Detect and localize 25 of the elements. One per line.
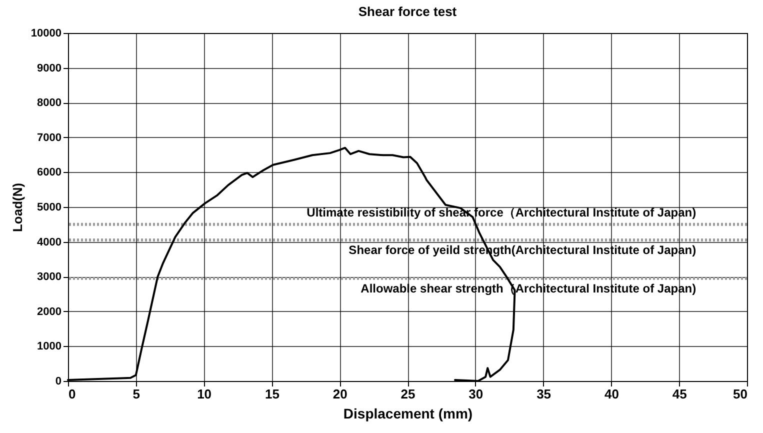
y-tick-label: 5000 xyxy=(37,202,62,214)
y-tick-label: 6000 xyxy=(37,166,62,179)
y-tick-label: 2000 xyxy=(37,306,62,318)
y-tick-label: 1000 xyxy=(37,340,62,353)
y-tick-label: 10000 xyxy=(30,28,62,40)
x-tick-label: 25 xyxy=(400,386,416,402)
y-tick-label: 8000 xyxy=(37,97,62,110)
x-tick-label: 40 xyxy=(604,386,619,402)
x-tick-label: 10 xyxy=(197,386,212,402)
y-tick-label: 0 xyxy=(55,376,62,388)
x-tick-label: 0 xyxy=(68,386,76,402)
y-tick-label: 4000 xyxy=(37,236,62,248)
y-axis-title: Load(N) xyxy=(10,182,25,232)
x-tick-label: 15 xyxy=(264,386,280,402)
x-tick-label: 5 xyxy=(132,386,140,402)
y-tick-label: 9000 xyxy=(37,62,62,74)
y-tick-label: 7000 xyxy=(37,132,62,144)
chart-title: Shear force test xyxy=(358,4,458,19)
x-tick-label: 20 xyxy=(332,386,348,402)
x-axis-title: Displacement (mm) xyxy=(343,406,473,422)
y-tick-label: 3000 xyxy=(37,271,62,284)
x-tick-label: 45 xyxy=(672,386,687,402)
x-tick-label: 30 xyxy=(468,386,484,402)
x-tick-label: 35 xyxy=(536,386,552,402)
x-tick-label: 50 xyxy=(733,386,748,402)
